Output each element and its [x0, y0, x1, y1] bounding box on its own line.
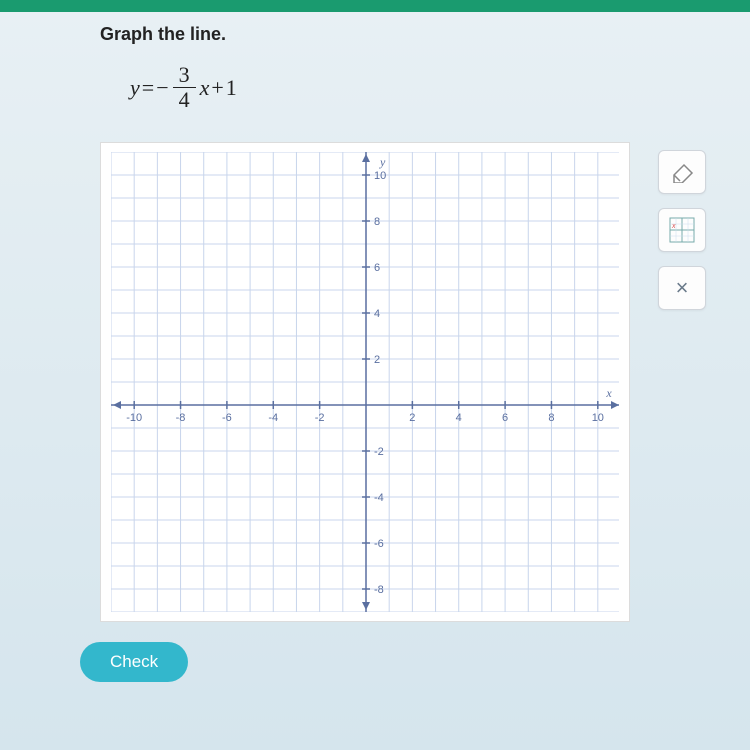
eq-lhs: y — [130, 75, 140, 101]
svg-text:-2: -2 — [374, 446, 384, 458]
svg-text:4: 4 — [456, 412, 462, 424]
eq-const: 1 — [226, 75, 237, 101]
eq-neg: − — [156, 75, 168, 101]
svg-text:8: 8 — [548, 412, 554, 424]
svg-text:-6: -6 — [222, 412, 232, 424]
eq-equals: = — [142, 75, 154, 101]
svg-text:-4: -4 — [374, 492, 384, 504]
eraser-button[interactable] — [658, 150, 706, 194]
svg-text:2: 2 — [409, 412, 415, 424]
svg-text:4: 4 — [374, 308, 380, 320]
svg-text:10: 10 — [374, 170, 386, 182]
grid-tool-icon: x — [669, 217, 695, 243]
graph-row: -10 -8 -6 -4 -2 2 4 6 8 10 2 4 6 8 10 -2 -4 -6 -8 x y — [100, 142, 720, 622]
coordinate-grid[interactable]: -10 -8 -6 -4 -2 2 4 6 8 10 2 4 6 8 10 -2 -4 -6 -8 x y — [111, 152, 619, 612]
svg-text:y: y — [379, 155, 386, 169]
svg-text:2: 2 — [374, 354, 380, 366]
toolbar: x × — [658, 150, 706, 310]
graph-card: -10 -8 -6 -4 -2 2 4 6 8 10 2 4 6 8 10 -2 -4 -6 -8 x y — [100, 142, 630, 622]
svg-text:x: x — [605, 386, 612, 400]
content-area: Graph the line. y = − 3 4 x + 1 -10-8-6-… — [0, 12, 750, 682]
svg-text:10: 10 — [592, 412, 604, 424]
instruction-text: Graph the line. — [100, 24, 720, 45]
svg-text:-6: -6 — [374, 538, 384, 550]
eq-fraction: 3 4 — [173, 63, 196, 112]
svg-text:8: 8 — [374, 216, 380, 228]
eq-numerator: 3 — [173, 63, 196, 88]
svg-text:-10: -10 — [126, 412, 142, 424]
close-icon: × — [676, 275, 689, 301]
close-button[interactable]: × — [658, 266, 706, 310]
svg-text:6: 6 — [502, 412, 508, 424]
eq-denominator: 4 — [173, 88, 196, 112]
svg-text:-8: -8 — [374, 584, 384, 596]
check-button[interactable]: Check — [80, 642, 188, 682]
eq-variable: x — [200, 75, 210, 101]
svg-text:-2: -2 — [315, 412, 325, 424]
svg-text:x: x — [671, 223, 676, 230]
top-accent-bar — [0, 0, 750, 12]
svg-text:-8: -8 — [176, 412, 186, 424]
eq-plus: + — [211, 75, 223, 101]
eraser-icon — [668, 161, 696, 183]
svg-text:-4: -4 — [268, 412, 278, 424]
grid-tool-button[interactable]: x — [658, 208, 706, 252]
svg-text:6: 6 — [374, 262, 380, 274]
equation-display: y = − 3 4 x + 1 — [130, 63, 720, 112]
